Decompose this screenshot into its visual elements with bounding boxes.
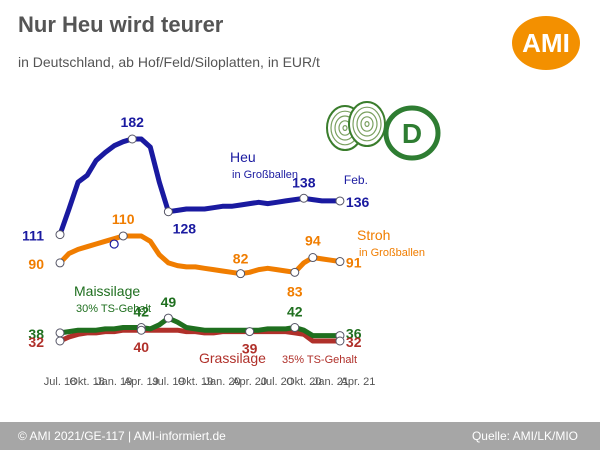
data-point-stroh (236, 269, 246, 279)
hay-bale-ring-icon (356, 111, 378, 137)
data-point-stroh (55, 258, 65, 268)
x-tick-label: Apr. 20 (232, 376, 267, 388)
x-tick-label: Apr. 19 (124, 376, 159, 388)
series-name-stroh: Stroh (357, 227, 390, 243)
hay-bale-ring-icon (342, 124, 348, 131)
data-point-grassilage (335, 336, 345, 346)
chart-title: Nur Heu wird teurer (18, 12, 224, 37)
data-label-heu: 182 (121, 114, 145, 130)
data-label-maissilage: 36 (346, 326, 362, 342)
series-line-heu (57, 136, 343, 238)
series-name-grassilage: Grassilage (199, 350, 266, 366)
data-point-maissilage (163, 313, 173, 323)
footer-source: Quelle: AMI/LK/MIO (471, 429, 578, 443)
data-label-stroh: 110 (112, 211, 135, 227)
data-point-heu (335, 196, 345, 206)
series-name-maissilage: Maissilage (74, 283, 140, 299)
hay-bale-ring-icon (364, 120, 370, 127)
data-point-heu (163, 207, 173, 217)
data-label-maissilage: 38 (28, 326, 44, 342)
data-point-heu (127, 134, 137, 144)
data-point-heu (299, 193, 309, 203)
footer-copyright: © AMI 2021/GE-117 | AMI-informiert.de (18, 429, 226, 443)
series-end-label-heu: Feb. (344, 173, 368, 187)
data-label-heu: 136 (346, 194, 370, 210)
data-point-stroh (308, 253, 318, 263)
footer-bar: © AMI 2021/GE-117 | AMI-informiert.de Qu… (0, 422, 600, 450)
x-tick-label: Jan. 21 (313, 376, 349, 388)
hay-bale-ring-icon (360, 116, 374, 132)
country-badge-icon (383, 105, 441, 161)
data-point-stroh (335, 257, 345, 267)
x-tick-label: Okt. 18 (69, 376, 104, 388)
data-label-maissilage: 49 (161, 294, 177, 310)
data-label-heu: 111 (22, 228, 44, 244)
x-tick-label: Okt. 20 (286, 376, 321, 388)
hay-bale-icon (348, 101, 386, 147)
data-point-grassilage (55, 336, 65, 346)
data-label-stroh: 91 (346, 255, 362, 271)
data-label-grassilage: 32 (28, 334, 44, 350)
data-label-grassilage: 39 (242, 341, 258, 357)
x-tick-label: Jul. 20 (261, 376, 293, 388)
chart-subtitle: in Deutschland, ab Hof/Feld/Siloplatten,… (18, 54, 320, 70)
series-line-stroh (57, 233, 343, 277)
series-line-grassilage (57, 327, 343, 344)
extra-marker (109, 239, 119, 249)
x-tick-label: Apr. 21 (341, 376, 376, 388)
data-point-stroh (290, 267, 300, 277)
series-subname-stroh: in Großballen (359, 247, 425, 259)
series-subname-heu: in Großballen (232, 169, 298, 181)
data-point-stroh (118, 231, 128, 241)
data-point-grassilage (245, 327, 255, 337)
series-subname-grassilage: 35% TS-Gehalt (282, 354, 357, 366)
data-label-stroh: 82 (233, 251, 249, 267)
series-subname-maissilage: 30% TS-Gehalt (76, 303, 151, 315)
data-label-stroh: 83 (287, 283, 303, 299)
x-tick-label: Jan. 19 (96, 376, 132, 388)
hay-bale-ring-icon (352, 106, 382, 142)
data-point-heu (55, 230, 65, 240)
data-label-grassilage: 32 (346, 334, 362, 350)
x-tick-label: Okt. 19 (178, 376, 213, 388)
x-tick-label: Jul. 18 (44, 376, 76, 388)
data-label-grassilage: 40 (133, 339, 149, 355)
data-point-maissilage (55, 328, 65, 338)
data-label-maissilage: 42 (133, 304, 149, 320)
data-label-stroh: 90 (28, 256, 44, 272)
country-badge-letter: D (402, 118, 422, 149)
data-point-maissilage (290, 323, 300, 333)
data-point-grassilage (136, 325, 146, 335)
x-tick-label: Jan. 20 (204, 376, 240, 388)
data-label-maissilage: 42 (287, 304, 303, 320)
data-label-stroh: 94 (305, 233, 321, 249)
x-tick-label: Jul. 19 (152, 376, 184, 388)
ami-logo: AMI (512, 16, 580, 70)
series-name-heu: Heu (230, 149, 256, 165)
data-label-heu: 128 (173, 221, 197, 237)
data-label-heu: 138 (292, 174, 316, 190)
